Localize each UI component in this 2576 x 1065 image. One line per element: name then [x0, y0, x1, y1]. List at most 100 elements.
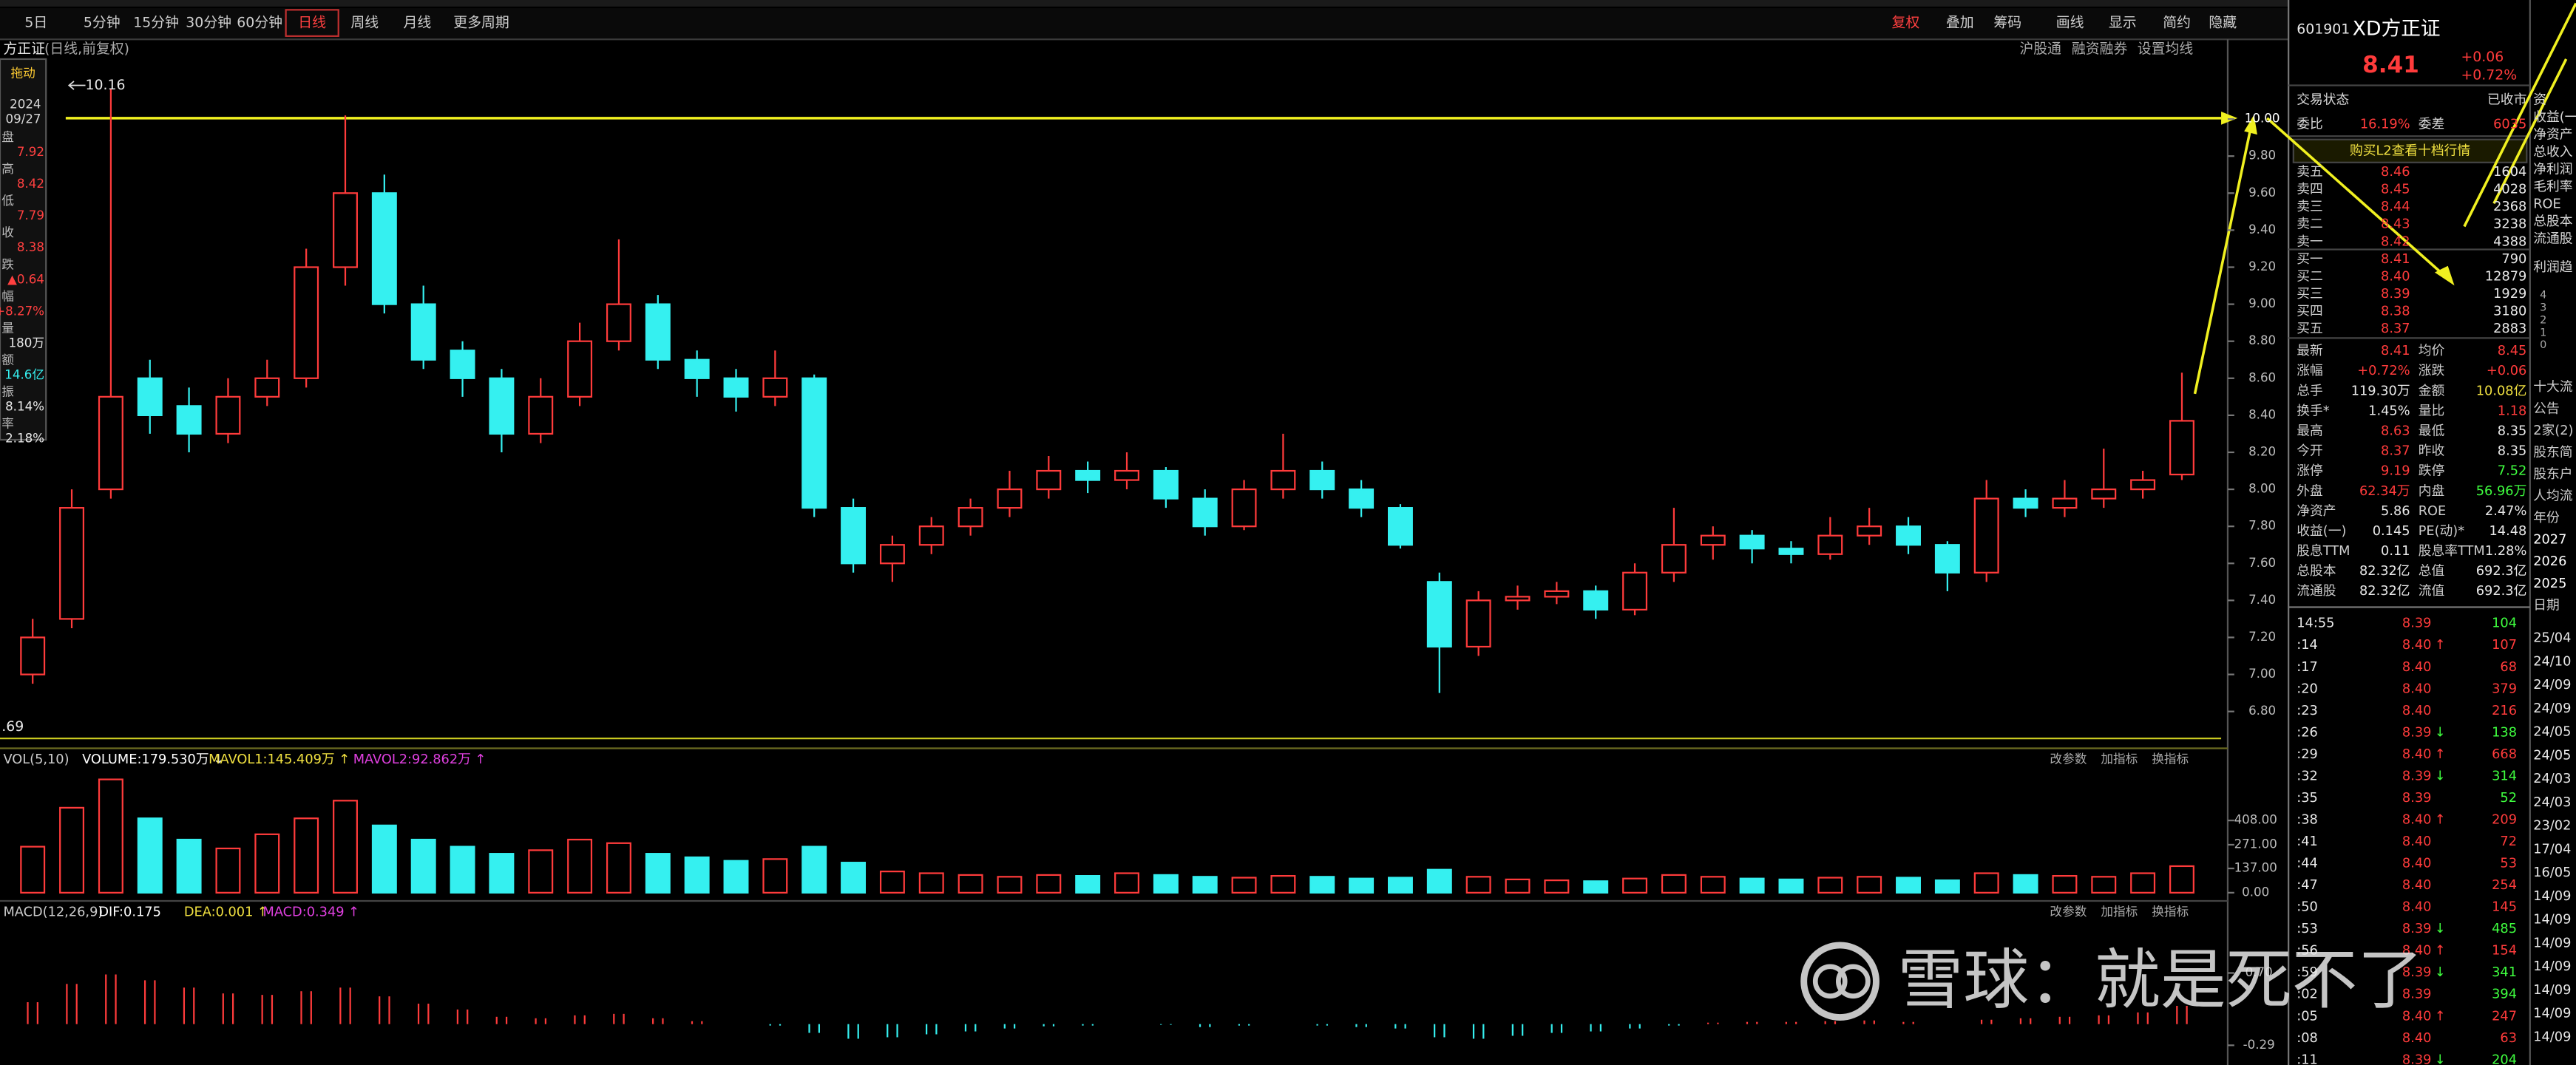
trade-price: 8.40: [2402, 944, 2432, 959]
period-button[interactable]: 60分钟: [237, 15, 282, 31]
stat-value: 8.35: [2498, 444, 2527, 459]
trade-volume: 254: [2492, 878, 2517, 893]
period-button[interactable]: 30分钟: [186, 15, 231, 31]
y-tick-label: 137.00: [2234, 861, 2277, 875]
toolbar-button[interactable]: 显示: [2109, 15, 2137, 31]
volume-bar: [215, 847, 241, 894]
book-label: 买五: [2297, 321, 2323, 336]
trade-price: 8.40: [2402, 1031, 2432, 1046]
candle-body: [1075, 469, 1101, 481]
trade-volume: 394: [2492, 987, 2517, 1002]
trade-time: :35: [2297, 791, 2318, 806]
volume-bar: [567, 838, 593, 894]
candle-body: [98, 395, 123, 491]
volume-bar: [1505, 878, 1531, 894]
volume-bar: [489, 853, 515, 894]
panel-button[interactable]: 改参数: [2050, 752, 2087, 766]
side-label: 总收入: [2533, 144, 2573, 160]
max-price-label: 10.16: [86, 77, 126, 93]
volume-bar: [1700, 876, 1726, 894]
period-button[interactable]: 周线: [350, 15, 379, 31]
toolbar-button[interactable]: 画线: [2056, 15, 2084, 31]
trade-arrow: ↑: [2435, 638, 2446, 653]
trade-time: :26: [2297, 725, 2318, 740]
y-tick-label: 10.00: [2245, 112, 2280, 126]
stat-label: 股息TTM: [2297, 543, 2350, 559]
book-price: 8.44: [2381, 200, 2410, 214]
book-volume: 1929: [2493, 287, 2526, 302]
stat-value: 1.45%: [2368, 404, 2410, 418]
toolbar-button[interactable]: 叠加: [1946, 15, 1974, 31]
period-button[interactable]: 15分钟: [133, 15, 179, 31]
trade-time: :32: [2297, 769, 2318, 783]
volume-bar: [1114, 872, 1139, 894]
stat-value: 119.30万: [2351, 384, 2410, 398]
chart-link[interactable]: 融资融券: [2072, 41, 2128, 57]
stat-label: 股息率TTM: [2419, 543, 2485, 559]
candle-body: [294, 266, 319, 379]
book-label: 卖一: [2297, 234, 2323, 249]
macd-label: DIF:0.175: [98, 905, 161, 920]
side-date: 24/10: [2533, 654, 2571, 669]
chart-link[interactable]: 设置均线: [2138, 41, 2194, 57]
chart-subtitle: (日线,前复权): [44, 41, 129, 57]
side-date: 14/09: [2533, 936, 2571, 950]
side-date: 14/09: [2533, 889, 2571, 904]
stat-label: 净资产: [2297, 503, 2336, 519]
panel-button[interactable]: 换指标: [2152, 905, 2189, 919]
volume-bar: [1896, 877, 1921, 894]
volume-bar: [2091, 876, 2117, 894]
volume-bar: [1192, 876, 1218, 894]
status-label: 交易状态: [2297, 92, 2349, 107]
toolbar-button[interactable]: 筹码: [1993, 15, 2021, 31]
info-label: 收: [1, 225, 14, 239]
trade-time: :47: [2297, 878, 2318, 893]
book-volume: 4028: [2493, 183, 2526, 197]
period-button[interactable]: 日线: [298, 15, 326, 31]
period-button[interactable]: 更多周期: [453, 15, 509, 31]
panel-button[interactable]: 加指标: [2101, 752, 2138, 766]
book-volume: 3180: [2493, 304, 2526, 319]
candle-body: [879, 544, 905, 565]
trade-price: 8.40: [2402, 1009, 2432, 1024]
candle-body: [1857, 525, 1882, 537]
panel-button[interactable]: 改参数: [2050, 905, 2087, 919]
toolbar-button[interactable]: 复权: [1892, 15, 1920, 31]
chart-link[interactable]: 沪股通: [2019, 41, 2061, 57]
volume-bar: [1231, 877, 1257, 894]
stat-value: 1.18: [2498, 404, 2527, 418]
info-label: 量: [1, 321, 14, 335]
candle-body: [1739, 534, 1765, 550]
toolbar-button[interactable]: 简约: [2163, 15, 2191, 31]
info-value: 7.79: [17, 208, 44, 222]
volume-bar: [957, 874, 983, 894]
volume-bar: [1036, 874, 1062, 894]
period-button[interactable]: 5分钟: [84, 15, 121, 31]
candle-body: [1270, 469, 1296, 491]
panel-button[interactable]: 换指标: [2152, 752, 2189, 766]
trade-volume: 63: [2500, 1031, 2517, 1046]
trade-arrow: ↑: [2435, 747, 2446, 762]
trade-price: 8.40: [2402, 747, 2432, 762]
period-button[interactable]: 5日: [24, 15, 47, 31]
change-pct: +0.72%: [2461, 67, 2517, 84]
info-date: 2024: [10, 98, 41, 112]
book-label: 卖五: [2297, 164, 2323, 180]
toolbar-button[interactable]: 隐藏: [2209, 15, 2237, 31]
stat-label: 换手*: [2297, 403, 2330, 418]
watermark-logo: [1800, 942, 1880, 1021]
trade-time: :17: [2297, 660, 2318, 675]
panel-button[interactable]: 加指标: [2101, 905, 2138, 919]
stat-label: 跌停: [2419, 463, 2445, 479]
side-label: 总股本: [2533, 214, 2573, 229]
info-value: 14.6亿: [4, 368, 44, 382]
arrow-head: [2434, 265, 2455, 286]
side-label: 2027: [2533, 533, 2566, 548]
trade-price: 8.40: [2402, 878, 2432, 893]
l2-button[interactable]: [2292, 138, 2528, 163]
volume-bar: [1739, 877, 1765, 894]
period-button[interactable]: 月线: [403, 15, 431, 31]
y-tick-label: 7.40: [2248, 593, 2276, 607]
volume-bar: [1973, 872, 1999, 894]
book-volume: 2368: [2493, 200, 2526, 214]
